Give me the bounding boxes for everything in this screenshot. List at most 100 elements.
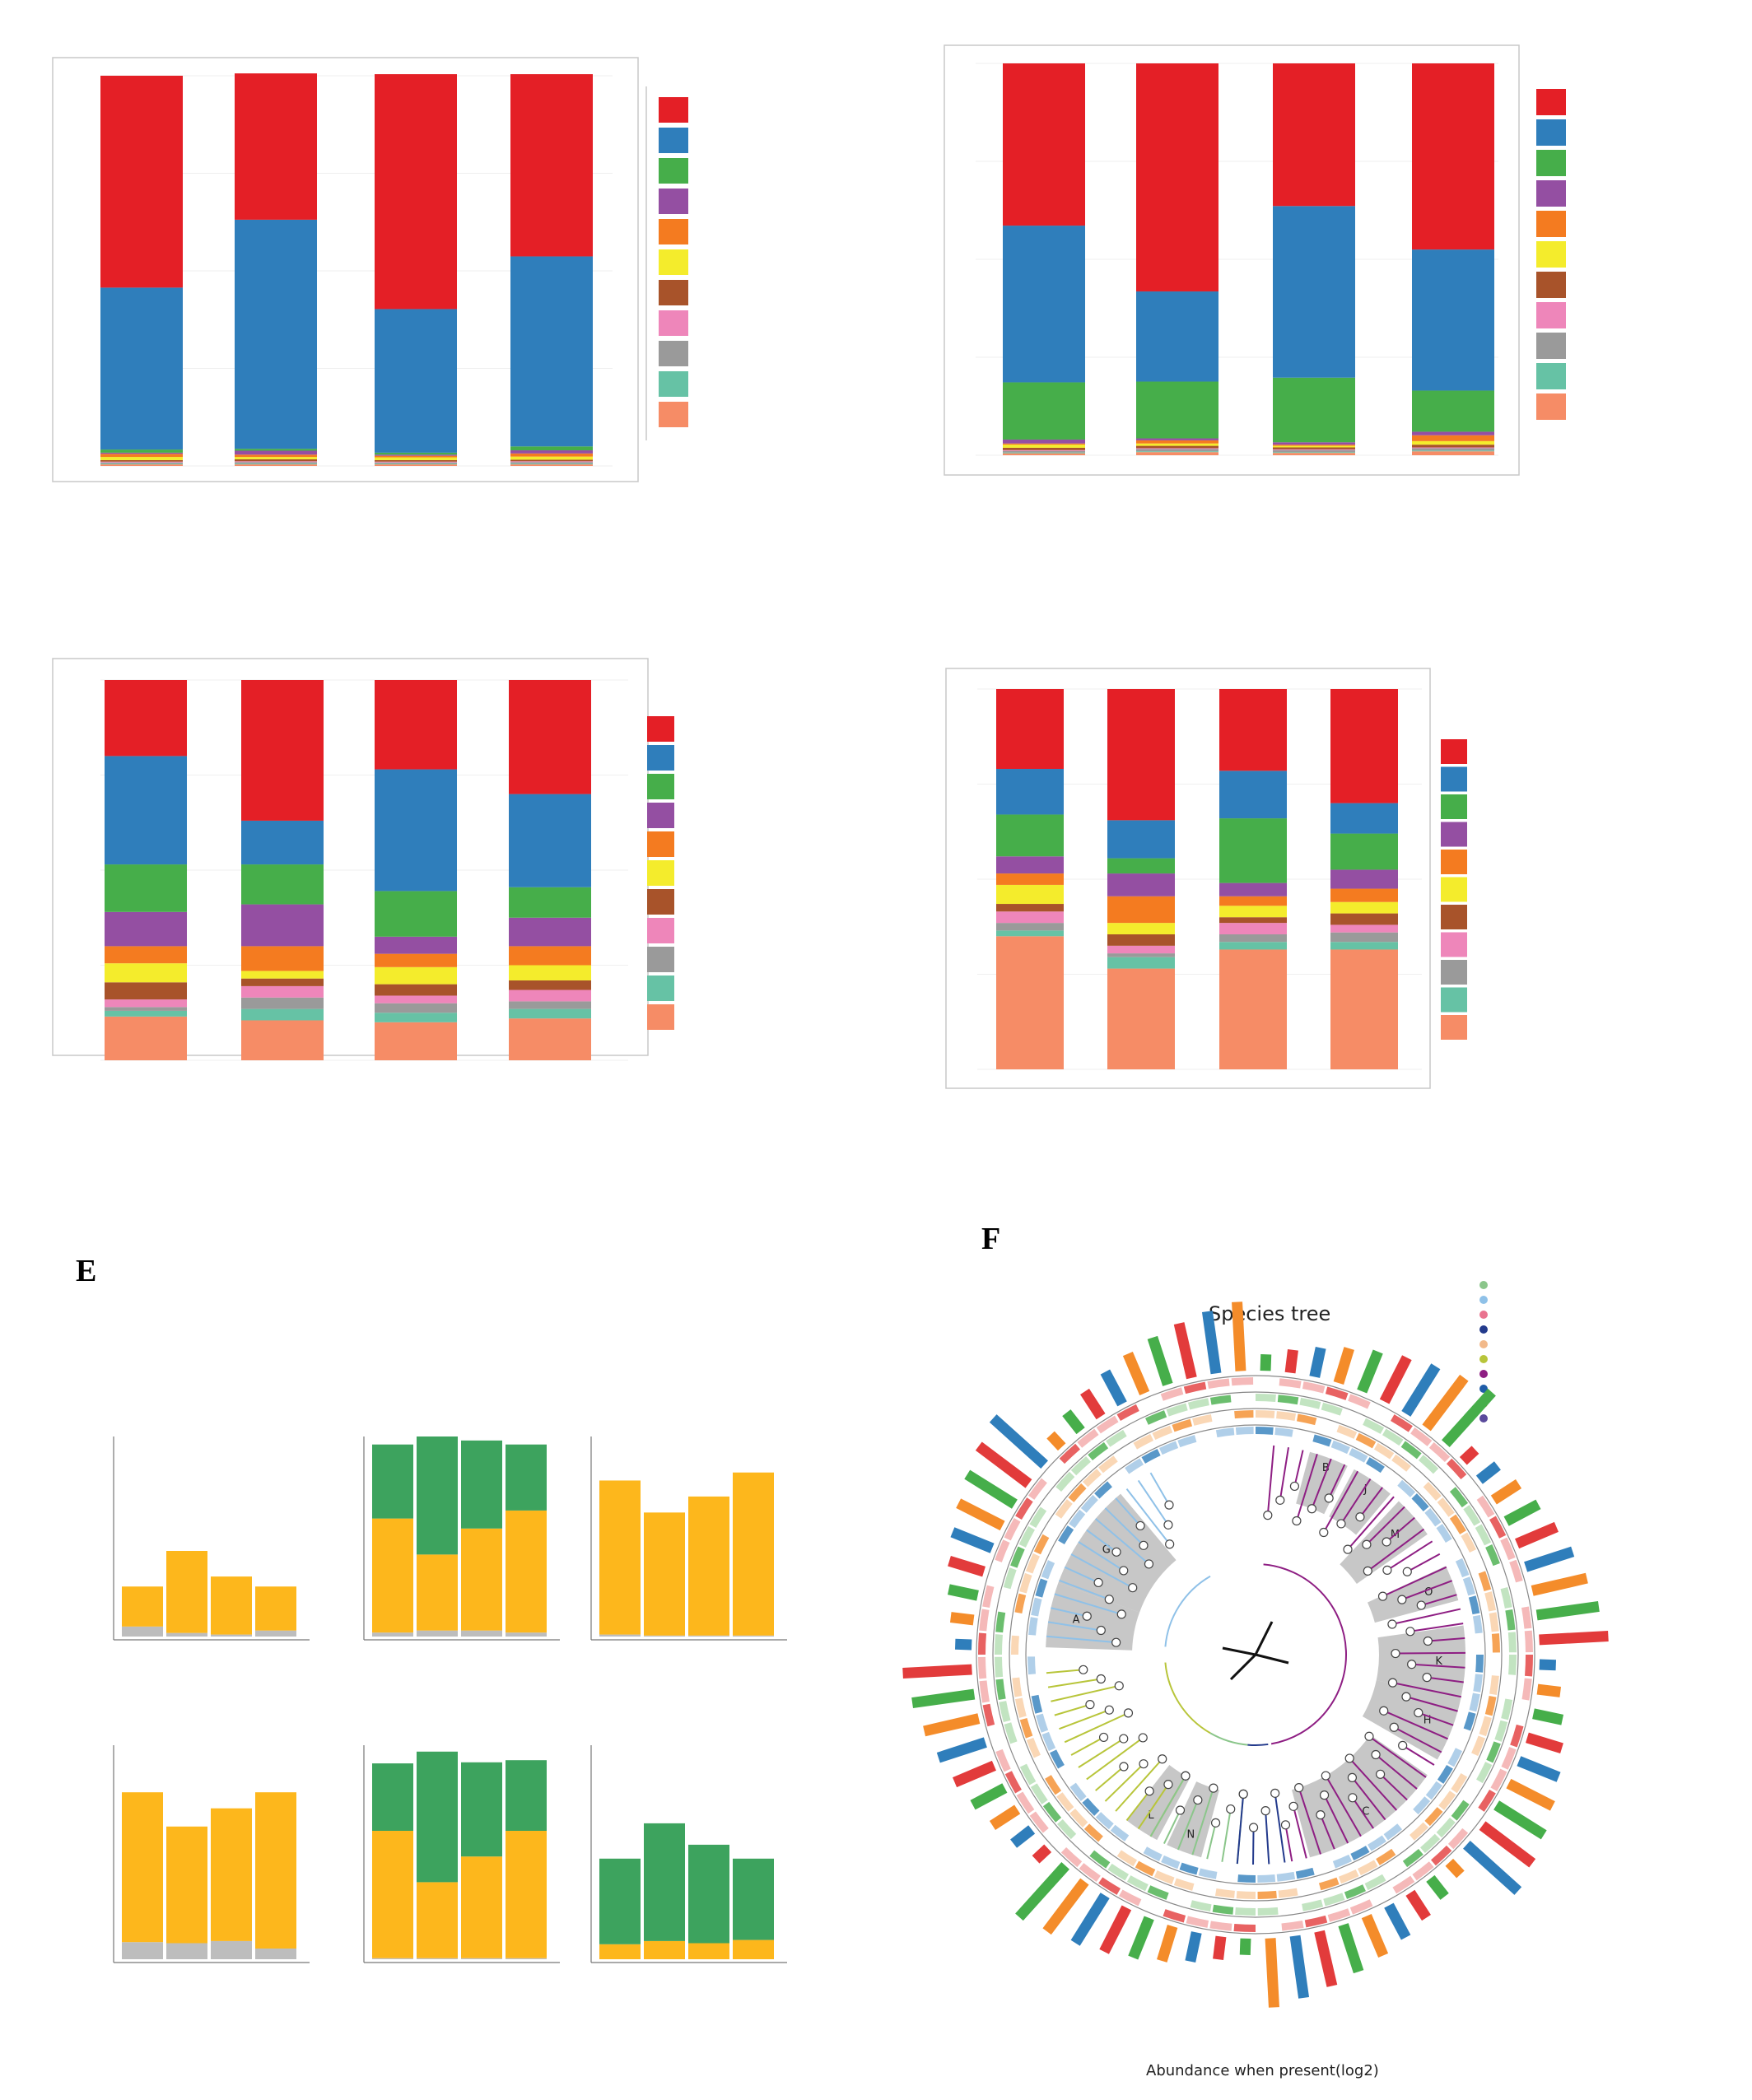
bar-segment — [241, 820, 324, 865]
bar-segment — [100, 76, 183, 288]
bar-segment — [372, 1763, 413, 1831]
heat-cell — [1364, 1874, 1386, 1891]
tree-node — [1423, 1636, 1433, 1646]
tree-node — [1260, 1806, 1270, 1816]
panel-d — [945, 668, 1467, 1089]
heat-cell — [995, 1656, 1004, 1678]
heat-cell — [1451, 1800, 1470, 1821]
tree-branch — [1323, 1795, 1349, 1844]
heat-cell — [1412, 1861, 1434, 1881]
heat-cell — [1012, 1677, 1023, 1697]
tree-node — [1355, 1512, 1365, 1522]
legend-swatch — [1441, 987, 1467, 1013]
tree-branch — [1115, 1758, 1163, 1812]
tree-node — [1111, 1547, 1121, 1557]
heat-cell — [1004, 1722, 1018, 1744]
bar-segment — [996, 884, 1064, 905]
heat-cell — [1055, 1499, 1073, 1519]
tree-branch — [1298, 1787, 1321, 1855]
heat-cell — [1348, 1394, 1371, 1409]
tree-branch — [1206, 1823, 1217, 1860]
bar-segment — [372, 1632, 413, 1637]
bar-segment — [688, 1844, 729, 1944]
heat-cell — [1166, 1403, 1188, 1417]
heat-cell — [1141, 1448, 1161, 1464]
tree-node — [1104, 1705, 1114, 1715]
bar-segment — [375, 457, 457, 460]
bar-segment — [1136, 63, 1218, 292]
heat-cell — [1524, 1630, 1533, 1653]
bar-segment — [375, 463, 457, 465]
bar-segment — [1273, 445, 1355, 448]
legend-swatch — [659, 249, 688, 275]
tree-node — [1093, 1577, 1103, 1588]
tree-node — [1163, 1780, 1173, 1790]
clade-sector — [1362, 1680, 1461, 1760]
tree-node — [1119, 1566, 1129, 1576]
heat-cell — [1080, 1494, 1098, 1513]
bar-segment — [235, 454, 317, 458]
abundance-bar — [1185, 1931, 1202, 1963]
tree-branch — [1295, 1453, 1318, 1521]
bar-segment — [1330, 888, 1398, 902]
legend-swatch — [659, 128, 688, 153]
heat-cell — [1153, 1870, 1175, 1885]
panel-a — [52, 57, 688, 482]
bar-segment — [375, 455, 457, 458]
bar-segment — [241, 680, 324, 821]
bar-segment — [1003, 382, 1085, 440]
abundance-bar — [975, 1441, 1032, 1488]
bar-segment — [996, 769, 1064, 815]
bar-segment — [1107, 953, 1175, 957]
bar-segment — [461, 1630, 502, 1637]
heat-cell — [1095, 1812, 1114, 1830]
heat-cell — [1490, 1768, 1507, 1791]
bar-segment — [235, 449, 317, 451]
abundance-bar — [1361, 1914, 1389, 1958]
bar-segment — [375, 680, 457, 770]
heat-cell — [1312, 1434, 1332, 1447]
heat-cell — [1489, 1675, 1499, 1696]
bar-segment — [461, 1762, 502, 1857]
tree-branch — [1410, 1623, 1464, 1632]
heat-cell — [1413, 1796, 1431, 1815]
bar-segment — [1107, 945, 1175, 954]
abundance-bar — [1333, 1347, 1354, 1385]
bar-segment — [235, 461, 317, 463]
bar-segment — [510, 459, 593, 462]
tree-branch — [1383, 1710, 1448, 1740]
bar-segment — [510, 463, 593, 465]
bar-segment — [509, 680, 591, 794]
heat-cell — [1486, 1741, 1501, 1763]
legend-dot — [1479, 1385, 1488, 1393]
abundance-bar — [1070, 1893, 1110, 1946]
tree-branch — [1359, 1487, 1383, 1518]
heat-cell — [1003, 1567, 1017, 1590]
tree-branch — [1406, 1553, 1441, 1573]
clade-label: L — [1148, 1809, 1154, 1822]
bar-segment — [375, 1013, 457, 1022]
bar-segment — [509, 965, 591, 980]
heat-cell — [1257, 1890, 1277, 1899]
bar-segment — [1273, 442, 1355, 445]
heat-cell — [1027, 1478, 1047, 1500]
tree-node — [1263, 1511, 1273, 1520]
bar-segment — [733, 1858, 774, 1940]
abundance-bar — [989, 1414, 1048, 1469]
heat-cell — [995, 1634, 1003, 1655]
bar-segment — [375, 984, 457, 996]
legend-swatch — [659, 341, 688, 366]
bar-segment — [241, 1008, 324, 1021]
tree-branch — [1382, 1566, 1447, 1598]
heat-cell — [1411, 1493, 1429, 1511]
tree-node — [1096, 1625, 1106, 1636]
heat-cell — [1029, 1506, 1047, 1528]
tree-node — [1139, 1759, 1149, 1769]
tree-branch — [1095, 1518, 1150, 1565]
heat-cell — [1069, 1782, 1087, 1802]
tree-node — [1275, 1495, 1285, 1505]
bar-segment — [105, 946, 187, 964]
bar-segment — [105, 1010, 187, 1017]
heat-cell — [1382, 1428, 1404, 1446]
tree-node — [1248, 1823, 1259, 1832]
